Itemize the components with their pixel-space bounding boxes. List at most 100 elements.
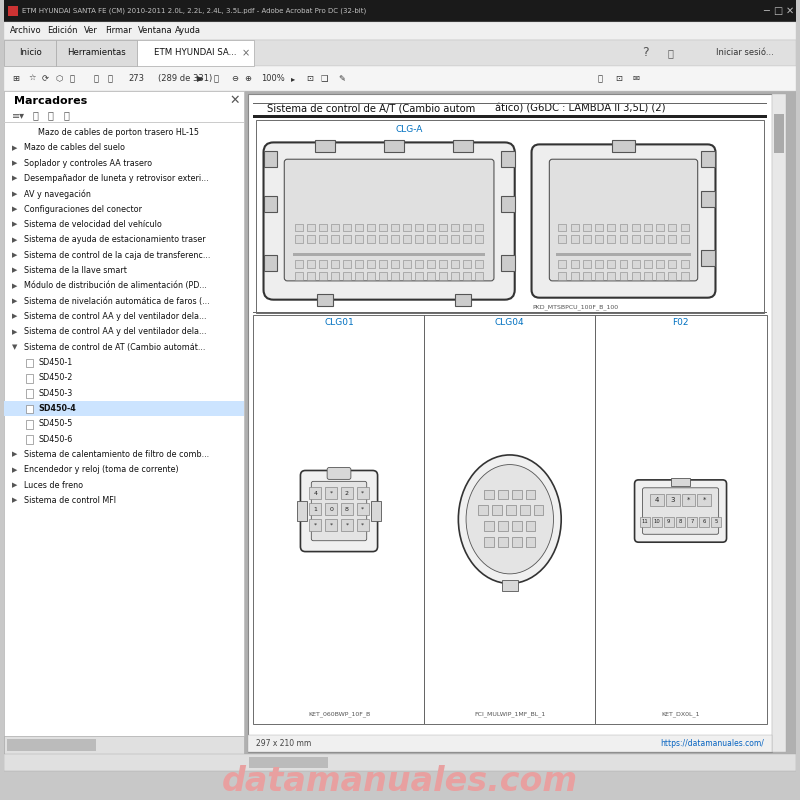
Bar	[325, 503, 337, 515]
Bar	[357, 519, 369, 531]
FancyBboxPatch shape	[284, 159, 494, 281]
Text: SD450-6: SD450-6	[38, 434, 72, 444]
Text: Ayuda: Ayuda	[174, 26, 201, 35]
Bar	[451, 260, 459, 268]
Bar	[774, 114, 784, 154]
Bar	[403, 235, 411, 243]
Bar	[10, 158, 19, 168]
Bar	[310, 503, 322, 515]
Bar	[248, 94, 772, 752]
FancyBboxPatch shape	[311, 482, 366, 541]
Text: ⊖: ⊖	[231, 74, 238, 83]
Bar	[607, 223, 615, 231]
Bar	[26, 405, 33, 414]
Bar	[10, 296, 19, 306]
Text: Mazo de cables de porton trasero HL-15: Mazo de cables de porton trasero HL-15	[38, 128, 199, 137]
Bar	[355, 223, 363, 231]
Bar	[498, 490, 508, 499]
Bar	[341, 503, 353, 515]
Bar	[454, 141, 473, 152]
Text: 4: 4	[314, 490, 318, 496]
Bar	[341, 519, 353, 531]
Bar	[10, 219, 19, 230]
Text: 11: 11	[642, 519, 648, 525]
Text: Mazo de cables del suelo: Mazo de cables del suelo	[24, 143, 125, 152]
Text: ⬡: ⬡	[56, 74, 63, 83]
Bar	[341, 487, 353, 499]
Text: ▶: ▶	[12, 283, 18, 289]
Bar	[619, 272, 627, 280]
Bar	[56, 39, 137, 66]
Bar	[298, 501, 307, 521]
Text: Configuraciones del conector: Configuraciones del conector	[24, 205, 142, 214]
Bar	[10, 143, 19, 153]
Bar	[391, 272, 399, 280]
Bar	[403, 260, 411, 268]
Bar	[391, 260, 399, 268]
Text: ⊡: ⊡	[616, 74, 622, 83]
Text: (289 de 331): (289 de 331)	[158, 74, 212, 83]
Text: □: □	[773, 6, 782, 16]
Bar	[415, 223, 423, 231]
Text: ▸: ▸	[291, 74, 295, 83]
Bar	[595, 272, 603, 280]
Bar	[8, 6, 18, 16]
Bar	[357, 487, 369, 499]
Text: ático) (G6DC : LAMBDA II 3,5L) (2): ático) (G6DC : LAMBDA II 3,5L) (2)	[495, 104, 666, 114]
Bar	[5, 754, 795, 771]
Bar	[619, 235, 627, 243]
Bar	[640, 517, 650, 527]
Text: 4: 4	[654, 497, 659, 503]
Bar	[687, 517, 698, 527]
Text: 3: 3	[670, 497, 675, 503]
Bar	[370, 501, 381, 521]
Bar	[253, 115, 767, 118]
Bar	[325, 519, 337, 531]
FancyBboxPatch shape	[263, 142, 514, 300]
Bar	[355, 260, 363, 268]
Bar	[583, 223, 590, 231]
Bar	[439, 235, 447, 243]
Bar	[681, 272, 689, 280]
Text: ⓪: ⓪	[94, 74, 98, 83]
Text: *: *	[346, 522, 349, 527]
Text: SD450-2: SD450-2	[38, 374, 73, 382]
Text: ✎: ✎	[338, 74, 346, 83]
Text: FCI_MULWIP_1MF_BL_1: FCI_MULWIP_1MF_BL_1	[474, 711, 546, 717]
Bar	[319, 223, 327, 231]
Bar	[307, 223, 315, 231]
Bar	[681, 260, 689, 268]
Text: ▶: ▶	[12, 466, 18, 473]
Bar	[325, 487, 337, 499]
Bar	[248, 735, 772, 752]
Bar	[681, 223, 689, 231]
Bar	[317, 294, 333, 306]
Bar	[7, 738, 96, 750]
Bar	[315, 141, 334, 152]
Bar	[463, 260, 471, 268]
Bar	[644, 272, 652, 280]
Text: Herramientas: Herramientas	[67, 49, 126, 58]
Text: Ver: Ver	[84, 26, 98, 35]
Bar	[319, 235, 327, 243]
Bar	[711, 517, 721, 527]
Bar	[310, 487, 322, 499]
Bar	[583, 272, 590, 280]
Text: ×: ×	[242, 48, 250, 58]
Bar	[10, 465, 19, 474]
Text: SD450-4: SD450-4	[38, 404, 76, 413]
Text: Soplador y controles AA trasero: Soplador y controles AA trasero	[24, 158, 152, 168]
Text: *: *	[361, 522, 364, 527]
Bar	[506, 506, 516, 515]
Text: 5: 5	[714, 519, 718, 525]
Text: 🔖: 🔖	[64, 110, 70, 120]
Bar	[263, 151, 278, 167]
Bar	[403, 223, 411, 231]
FancyBboxPatch shape	[327, 467, 351, 479]
Bar	[319, 272, 327, 280]
Bar	[10, 266, 19, 275]
Text: ETM HYUNDAI SA...: ETM HYUNDAI SA...	[154, 49, 237, 58]
Bar	[619, 260, 627, 268]
Bar	[669, 272, 676, 280]
Text: ▶: ▶	[12, 498, 18, 503]
